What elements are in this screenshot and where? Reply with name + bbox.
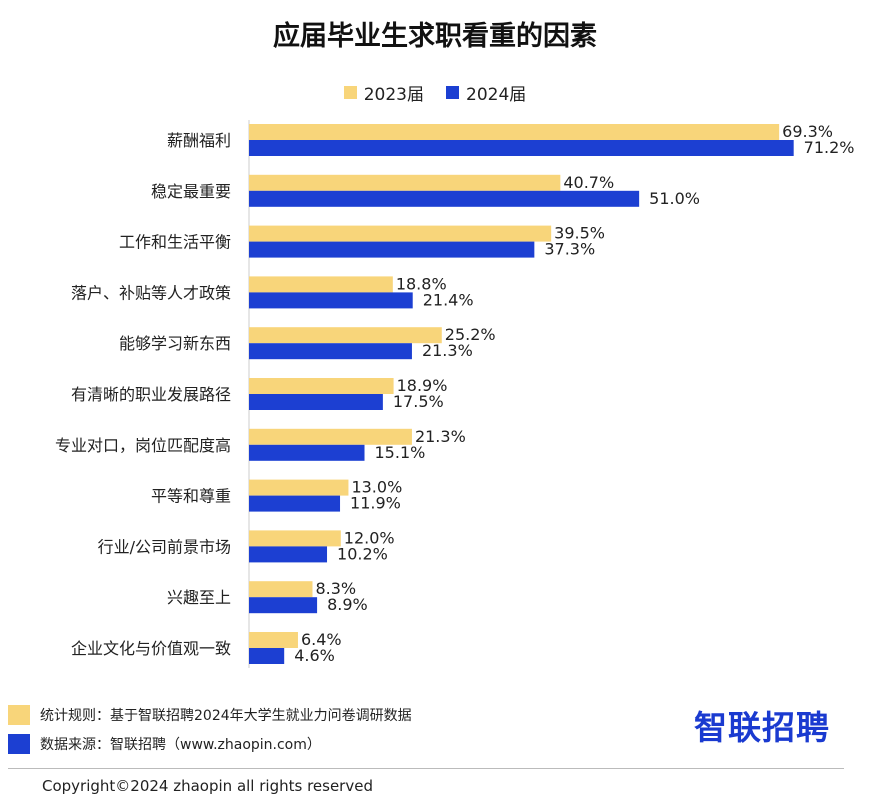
category-label: 工作和生活平衡: [119, 233, 231, 252]
note-swatch-yellow: [8, 705, 30, 725]
note-source-text: 数据来源：智联招聘（www.zhaopin.com）: [40, 737, 321, 753]
data-label-2024: 11.9%: [350, 494, 401, 513]
category-label: 专业对口，岗位匹配度高: [55, 436, 231, 455]
category-label: 落户、补贴等人才政策: [71, 283, 231, 302]
legend-item-2023: 2023届: [343, 80, 424, 105]
data-label-2023: 25.2%: [445, 325, 496, 344]
data-label-2024: 8.9%: [327, 595, 368, 614]
data-label-2023: 18.9%: [397, 376, 448, 395]
data-label-2024: 51.0%: [649, 189, 700, 208]
bar-2023: [249, 632, 298, 648]
footer-note-source: 数据来源：智联招聘（www.zhaopin.com）: [8, 734, 321, 754]
bar-2023: [249, 174, 561, 191]
copyright-text: Copyright©2024 zhaopin all rights reserv…: [42, 777, 373, 795]
bar-2023: [249, 581, 313, 598]
bar-2023: [249, 276, 393, 293]
legend-swatch-2023: [343, 86, 357, 99]
category-label: 薪酬福利: [167, 131, 231, 150]
bar-2024: [249, 597, 318, 614]
bar-2023: [249, 327, 442, 344]
data-label-2023: 6.4%: [301, 630, 342, 649]
data-label-2023: 21.3%: [415, 427, 466, 446]
category-label: 能够学习新东西: [119, 334, 231, 353]
bar-2024: [249, 495, 341, 512]
data-label-2024: 17.5%: [393, 392, 444, 411]
legend-label-2024: 2024届: [466, 85, 527, 105]
data-label-2024: 21.4%: [423, 290, 474, 309]
category-label: 行业/公司前景市场: [98, 537, 231, 556]
data-label-2023: 13.0%: [351, 478, 402, 497]
data-label-2023: 12.0%: [344, 528, 395, 547]
data-label-2023: 8.3%: [315, 579, 356, 598]
note-rules-text: 统计规则：基于智联招聘2024年大学生就业力问卷调研数据: [40, 708, 412, 724]
category-label: 兴趣至上: [167, 588, 231, 607]
data-label-2024: 71.2%: [804, 138, 855, 157]
bar-2023: [249, 479, 349, 496]
bar-2024: [249, 546, 328, 563]
data-label-2024: 15.1%: [375, 443, 426, 462]
category-label: 有清晰的职业发展路径: [71, 385, 231, 404]
category-label: 平等和尊重: [151, 487, 231, 506]
bar-2023: [249, 378, 394, 394]
bar-2023: [249, 530, 341, 547]
bar-2024: [249, 648, 285, 664]
data-label-2023: 18.8%: [396, 274, 447, 293]
bar-2024: [249, 241, 535, 258]
legend-swatch-2024: [446, 86, 459, 99]
data-label-2023: 40.7%: [563, 173, 614, 192]
bar-2024: [249, 190, 640, 207]
legend-label-2023: 2023届: [363, 85, 424, 105]
bar-2024: [249, 343, 412, 360]
zhaopin-logo: 智联招聘: [694, 708, 830, 747]
bar-2024: [249, 394, 383, 410]
category-label: 企业文化与价值观一致: [71, 639, 231, 658]
data-label-2024: 37.3%: [544, 240, 595, 259]
data-label-2023: 39.5%: [554, 224, 605, 243]
bar-2023: [249, 124, 780, 140]
bar-2023: [249, 428, 412, 445]
data-label-2024: 4.6%: [294, 646, 335, 665]
bar-2024: [249, 292, 413, 309]
bar-2023: [249, 225, 552, 242]
category-label: 稳定最重要: [151, 182, 231, 201]
bar-chart: 薪酬福利 69.3%71.2% 稳定最重要 40.7% 51.0% 工作和生活平衡 39.5…: [55, 120, 855, 668]
data-label-2023: 69.3%: [782, 122, 833, 141]
footer-divider: [8, 768, 844, 769]
chart-title: 应届毕业生求职看重的因素: [273, 21, 597, 52]
footer-note-rules: 统计规则：基于智联招聘2024年大学生就业力问卷调研数据: [8, 705, 412, 725]
chart-legend: 2023届 2024届: [0, 80, 870, 105]
bar-2024: [249, 444, 365, 461]
data-label-2024: 10.2%: [337, 544, 388, 563]
note-swatch-blue: [8, 734, 30, 754]
bar-2024: [249, 140, 794, 156]
legend-item-2024: 2024届: [446, 80, 526, 105]
data-label-2024: 21.3%: [422, 341, 473, 360]
